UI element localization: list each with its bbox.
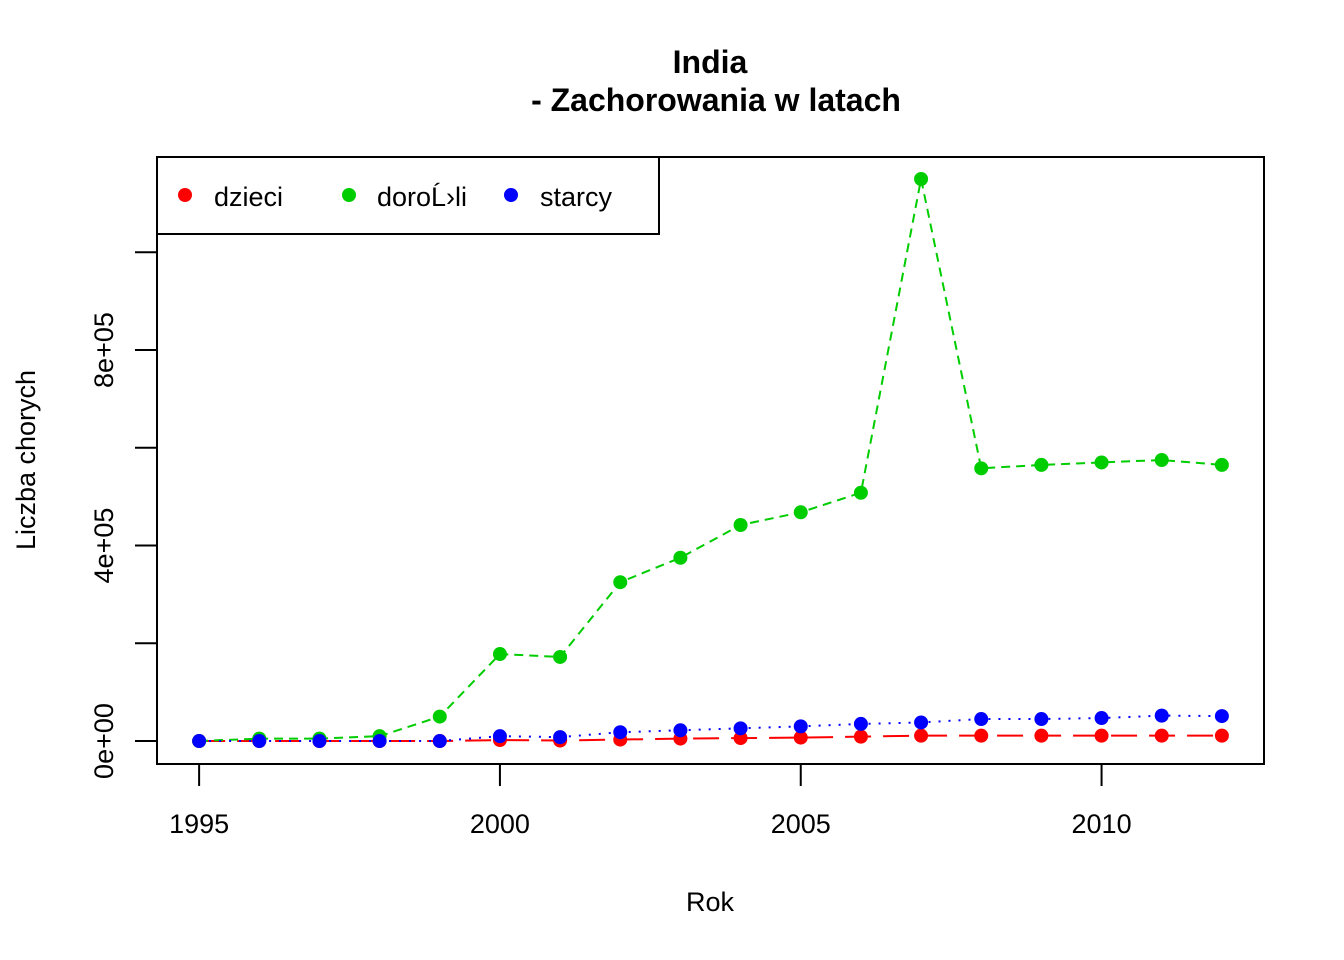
point-0-2008 bbox=[974, 728, 989, 743]
x-tick-label-1995: 1995 bbox=[169, 809, 229, 839]
y-tick-label-4e+05: 4e+05 bbox=[89, 508, 119, 584]
point-2-2007 bbox=[914, 715, 929, 730]
point-2-2002 bbox=[613, 725, 628, 740]
point-2-2000 bbox=[492, 729, 507, 744]
point-0-2010 bbox=[1094, 728, 1109, 743]
point-1-2001 bbox=[553, 649, 568, 664]
series-layer bbox=[192, 171, 1229, 749]
point-2-1996 bbox=[252, 734, 267, 749]
point-2-1997 bbox=[312, 734, 327, 749]
point-1-2011 bbox=[1154, 453, 1169, 468]
legend: dzieci doroĹ›li starcy bbox=[156, 156, 660, 235]
point-1-2003 bbox=[673, 550, 688, 565]
point-2-2004 bbox=[733, 721, 748, 736]
series-line-2 bbox=[199, 714, 1222, 743]
point-1-2007 bbox=[914, 171, 929, 186]
legend-marker-starcy bbox=[504, 188, 518, 202]
point-0-2007 bbox=[914, 728, 929, 743]
x-tick-label-2000: 2000 bbox=[470, 809, 530, 839]
series-doroĹ›li bbox=[192, 171, 1229, 749]
point-0-2004 bbox=[733, 731, 748, 746]
point-0-2009 bbox=[1034, 728, 1049, 743]
y-axis: 0e+00 4e+05 8e+05 bbox=[89, 251, 158, 779]
point-0-2005 bbox=[793, 730, 808, 745]
point-2-2012 bbox=[1214, 709, 1229, 724]
x-axis: 1995 2000 2005 2010 bbox=[169, 763, 1132, 839]
point-1-2009 bbox=[1034, 457, 1049, 472]
point-1-2012 bbox=[1214, 457, 1229, 472]
x-tick-label-2010: 2010 bbox=[1072, 809, 1132, 839]
legend-label-starcy: starcy bbox=[540, 182, 613, 212]
x-axis-label: Rok bbox=[686, 887, 735, 917]
point-2-2008 bbox=[974, 712, 989, 727]
legend-box bbox=[156, 156, 660, 235]
point-2-1995 bbox=[192, 734, 207, 749]
point-1-2000 bbox=[492, 647, 507, 662]
legend-label-dorosli: doroĹ›li bbox=[377, 182, 467, 212]
legend-label-dzieci: dzieci bbox=[214, 182, 283, 212]
point-1-2008 bbox=[974, 461, 989, 476]
chart-title-line2: - Zachorowania w latach bbox=[531, 82, 901, 118]
point-1-1999 bbox=[432, 709, 447, 724]
point-0-2006 bbox=[853, 729, 868, 744]
legend-marker-dorosli bbox=[342, 188, 356, 202]
legend-marker-dzieci bbox=[178, 188, 192, 202]
point-0-2011 bbox=[1154, 728, 1169, 743]
y-tick-label-0e+00: 0e+00 bbox=[89, 703, 119, 779]
series-line-1 bbox=[199, 178, 1222, 743]
point-2-2011 bbox=[1154, 708, 1169, 723]
x-tick-label-2005: 2005 bbox=[771, 809, 831, 839]
point-2-2010 bbox=[1094, 711, 1109, 726]
point-1-2005 bbox=[793, 505, 808, 520]
point-2-2001 bbox=[553, 730, 568, 745]
point-0-2012 bbox=[1214, 728, 1229, 743]
point-2-2006 bbox=[853, 716, 868, 731]
point-2-2009 bbox=[1034, 712, 1049, 727]
point-1-2006 bbox=[853, 485, 868, 500]
chart-title-line1: India bbox=[673, 44, 748, 80]
point-1-2004 bbox=[733, 518, 748, 533]
point-2-2005 bbox=[793, 719, 808, 734]
series-dzieci bbox=[192, 728, 1229, 749]
point-2-1999 bbox=[432, 734, 447, 749]
y-axis-label: Liczba chorych bbox=[11, 370, 41, 550]
series-starcy bbox=[192, 708, 1229, 749]
point-2-2003 bbox=[673, 723, 688, 738]
y-tick-label-8e+05: 8e+05 bbox=[89, 312, 119, 388]
point-2-1998 bbox=[372, 734, 387, 749]
point-1-2010 bbox=[1094, 455, 1109, 470]
point-1-2002 bbox=[613, 575, 628, 590]
